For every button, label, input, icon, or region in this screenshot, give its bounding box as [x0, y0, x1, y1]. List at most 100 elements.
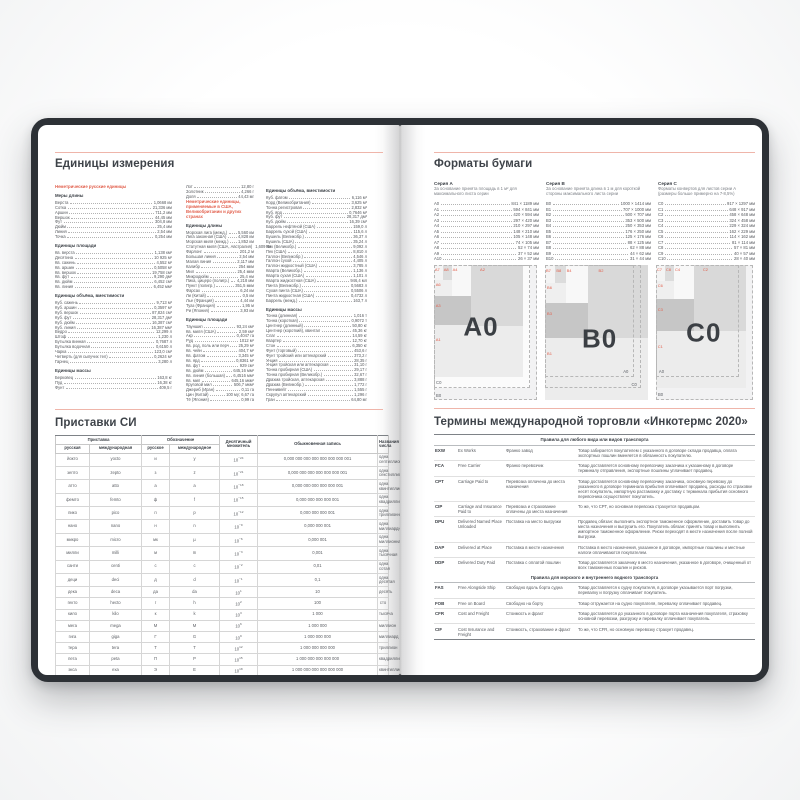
si-cell: 1 000 000 000 000 000 — [257, 653, 379, 666]
incoterm-description: Товар доставляется основному перевозчику… — [578, 478, 753, 499]
unit-name: A3 — [434, 217, 440, 223]
si-cell: T — [169, 642, 221, 655]
unit-name: Кв. фатом — [186, 353, 206, 359]
dotted-leader — [664, 242, 731, 244]
exponent: −21 — [238, 469, 244, 474]
unit-value: 711,2 мм — [155, 209, 172, 215]
unit-row: Сотка 21,336 мм — [55, 205, 172, 210]
dotted-leader — [552, 226, 624, 228]
si-cell: нано — [55, 519, 90, 534]
unit-row: Цин (Китай) 100 му; 6,67 га — [186, 392, 254, 397]
unit-value: 841 × 1189 мм — [511, 201, 539, 207]
unit-name: Бушель (Великобр.) — [266, 234, 304, 240]
si-cell: da — [169, 586, 221, 599]
dotted-leader — [440, 215, 512, 217]
unit-group-title: Единицы объёма, вместимости — [55, 293, 125, 299]
dotted-leader — [279, 360, 353, 362]
paper-size-row: A10 26 × 37 мм — [434, 256, 539, 261]
nested-format-label: B4 — [566, 267, 572, 273]
incoterms-row: DAP Delivered at Place Поставка в месте на… — [434, 541, 755, 557]
unit-row: Кв. фут 929 см² — [186, 363, 254, 368]
dotted-leader — [664, 237, 729, 239]
si-header-cell: Приставка — [54, 435, 143, 445]
nested-format-label: B1 — [547, 351, 552, 357]
nested-format-rect — [656, 265, 666, 281]
unit-name: Ри (Япония) — [186, 307, 210, 313]
unit-value: 0,4047 га — [236, 333, 254, 339]
unit-value: 45,36 кг — [352, 328, 367, 334]
unit-name: Чарка — [55, 349, 67, 355]
unit-name: Верста — [55, 199, 69, 205]
paper-formats-title: Форматы бумаги — [434, 158, 533, 170]
unit-value: 0,4732 л — [350, 292, 367, 298]
dashed-format-label: A0 — [623, 368, 629, 374]
unit-row: Статутная миля (США, Австралия) 1,609 км — [186, 244, 271, 249]
dotted-leader — [201, 266, 238, 268]
si-cell: пико — [55, 506, 90, 521]
unit-value: 0,6150 л — [155, 344, 172, 350]
unit-name: Куб. дюйм — [266, 219, 286, 225]
unit-value: 9,290 дм² — [154, 274, 172, 280]
unit-group-title: Единицы массы — [55, 367, 91, 373]
dotted-leader — [664, 204, 726, 206]
dotted-leader — [70, 277, 153, 279]
unit-value: 28,35 г — [354, 357, 367, 363]
si-cell: 10−21 — [219, 465, 259, 481]
unit-name: Кв. миля (США) — [186, 328, 216, 334]
unit-row: Тё (Япония) 0,99 га — [186, 397, 254, 402]
unit-row: Кв. миля (США) 2,59 км² — [186, 329, 254, 334]
nested-format-rect — [471, 265, 523, 326]
diagram-big-label: C0 — [686, 317, 722, 348]
unit-name: Кв. дюйм — [186, 367, 204, 373]
paper-size-row: C5 162 × 229 мм — [658, 228, 755, 234]
unit-row: Штоф 1,230 л — [55, 334, 172, 339]
si-row: милли milli м m 10−3 0,001 одна тысячная — [55, 546, 397, 561]
nested-format-label: C7 — [656, 267, 663, 273]
si-cell: а — [141, 479, 171, 494]
dotted-leader — [664, 248, 733, 250]
nested-format-rect — [674, 265, 694, 302]
unit-value: 29,17 г — [354, 367, 367, 373]
dotted-leader — [204, 326, 236, 328]
si-row: йокто yocto и y 10−24 0,000 000 000 000 000 0… — [55, 452, 400, 467]
units-category-note: Неметрические единицы, применяемые в США… — [186, 198, 242, 219]
dotted-leader — [308, 232, 353, 234]
series-size-list: A0 841 × 1189 мм A1 594 × 841 мм A2 420 × 594… — [434, 201, 539, 261]
unit-name: Морская лига (межд.) — [186, 229, 228, 235]
nested-format-label: C2 — [702, 267, 709, 273]
incoterm-code: FOB — [435, 600, 445, 606]
unit-name: Тонна пробирная (США) — [266, 367, 313, 373]
si-cell: 1 000 000 — [257, 619, 379, 633]
unit-value: 28,317 дм³ — [151, 314, 172, 320]
si-row: атто atto а a 10−18 0,000 000 000 000 000 001… — [55, 479, 400, 494]
unit-name: Фут — [55, 219, 63, 225]
unit-name: Куб. аршин — [55, 305, 77, 311]
unit-value: 3,888 г — [354, 377, 367, 383]
unit-row: Галлон (Великобр.) 4,546 л — [266, 254, 367, 259]
si-cell: 1 000 000 000 000 000 000 — [257, 664, 379, 675]
si-cell: триллион — [377, 642, 397, 655]
unit-row: Круговой мил 506,7 мкм² — [186, 382, 254, 387]
unit-name: Цин (Китай) — [186, 392, 209, 398]
si-cell: да — [141, 586, 171, 599]
unit-value: 404,7 м² — [238, 348, 254, 354]
dotted-leader — [207, 296, 242, 298]
paper-size-row: C0 917 × 1297 мм — [658, 201, 755, 206]
unit-row: Руд 1012 м² — [186, 338, 254, 343]
incoterm-name-en: Cost and Freight — [458, 611, 489, 617]
unit-name: C8 — [658, 245, 664, 251]
incoterms-table: Правила для любого вида или видов трансп… — [434, 434, 755, 640]
dotted-leader — [664, 253, 733, 255]
exponent: −6 — [239, 536, 243, 541]
unit-value: 9,092 л — [353, 243, 367, 249]
si-header-row: Приставка Обозначение Десятичный множитель… — [54, 435, 399, 454]
series-size-list: C0 917 × 1297 мм C1 648 × 917 мм C2 458 × 648… — [658, 201, 755, 261]
nested-format-rect — [588, 265, 648, 338]
dotted-leader — [68, 332, 155, 334]
incoterm-description: Товар доставляется основному перевозчику… — [578, 463, 734, 474]
incoterm-description: Товар отгружается на судно покупателя, п… — [578, 600, 723, 606]
dotted-leader — [302, 285, 350, 287]
unit-value: 19,758 см² — [152, 269, 172, 275]
si-cell: м — [141, 546, 171, 561]
unit-value: 1,772 г — [354, 381, 367, 387]
